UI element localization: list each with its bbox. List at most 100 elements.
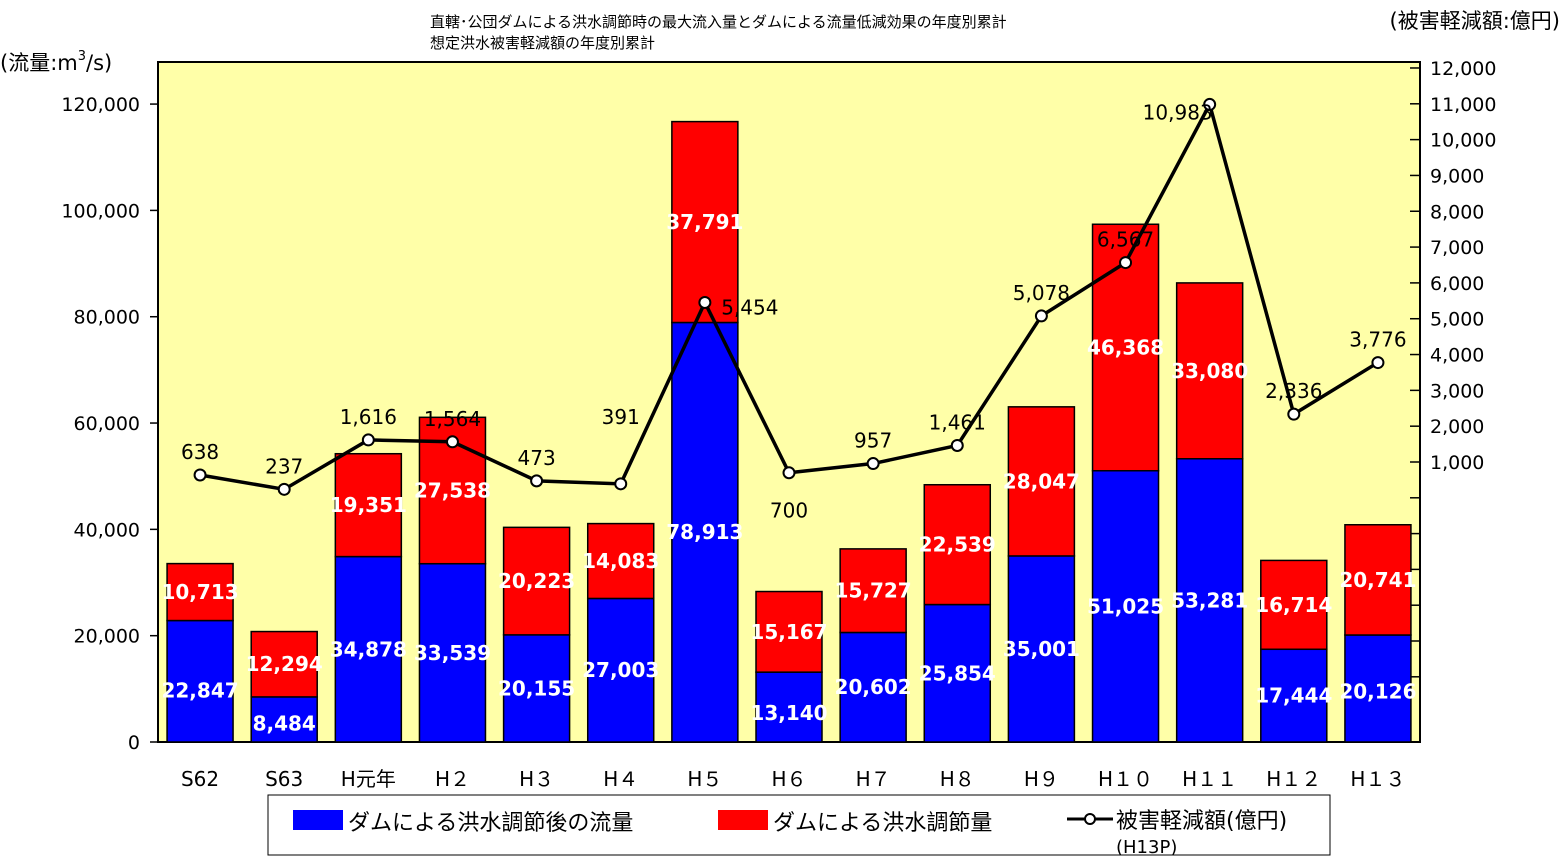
legend-label-1: ダムによる洪水調節後の流量	[348, 811, 633, 836]
x-axis-tick-label: H３	[519, 767, 554, 791]
bar-value-label-red: 16,714	[1255, 593, 1332, 617]
legend-note: (H13P)	[1116, 837, 1177, 858]
line-value-label: 1,616	[340, 405, 397, 429]
y-axis-left-label: (流量:m3/s)	[0, 49, 112, 75]
bar-segment-blue	[418, 562, 487, 743]
chart-title: 直轄･公団ダムによる洪水調節時の最大流入量とダムによる流量低減効果の年度別累計	[430, 13, 1007, 31]
bar-segment-blue	[1260, 648, 1328, 743]
bar-segment-red	[839, 548, 907, 634]
bar-value-label-blue: 53,281	[1171, 588, 1248, 612]
line-value-label: 391	[602, 405, 640, 429]
right-axis-tick-label: 1,000	[1430, 452, 1484, 474]
bar-value-label-red: 15,727	[835, 579, 912, 603]
damage-line-point	[950, 438, 964, 452]
bar-value-label-blue: 13,140	[750, 701, 827, 725]
right-axis-tick-label: 2,000	[1430, 416, 1484, 438]
right-axis-tick-label: 5,000	[1430, 309, 1484, 331]
damage-line-point	[1203, 97, 1217, 111]
x-axis-tick-label: H５	[687, 767, 722, 791]
bar-segment-red	[923, 483, 992, 606]
left-axis-tick-label: 100,000	[61, 200, 140, 222]
bar-segment-red	[586, 522, 655, 600]
line-value-label: 10,983	[1143, 100, 1213, 124]
damage-line-point	[1034, 309, 1048, 323]
bar-segment-blue	[334, 555, 403, 743]
bar-segment-red	[1007, 406, 1076, 557]
damage-line-point	[782, 466, 796, 480]
left-axis-tick-label: 0	[128, 732, 140, 754]
damage-line-point	[698, 295, 712, 309]
x-axis-tick-label: S63	[265, 767, 303, 791]
bar-segment-blue	[1091, 470, 1160, 743]
bar-value-label-blue: 35,001	[1003, 637, 1080, 661]
bar-segment-blue	[755, 671, 823, 743]
right-axis-tick-label: 10,000	[1430, 130, 1496, 152]
bar-segment-red	[166, 562, 234, 622]
damage-line-point	[866, 457, 880, 471]
bar-value-label-blue: 27,003	[582, 658, 659, 682]
left-axis: 0 20,000 40,000 60,000 80,000 100,000 120,000	[61, 94, 158, 754]
right-axis-tick-label: 6,000	[1430, 273, 1484, 295]
bar-segment-blue	[1175, 458, 1244, 743]
line-value-label: 5,454	[721, 295, 778, 319]
left-axis-tick-label: 60,000	[74, 413, 140, 435]
legend-marker	[1084, 813, 1096, 825]
legend-label-3: 被害軽減額(億円)	[1116, 809, 1287, 834]
x-axis-tick-label: H１０	[1098, 767, 1153, 791]
right-axis-tick-label: 9,000	[1430, 165, 1484, 187]
damage-line-point	[1119, 256, 1133, 270]
bar-segment-red	[1175, 282, 1244, 460]
right-axis-tick-label: 11,000	[1430, 94, 1496, 116]
bar-value-label-blue: 20,155	[498, 676, 575, 700]
x-axis-tick-label: H１２	[1266, 767, 1321, 791]
bar-segment-red	[755, 590, 823, 673]
bar-value-label-blue: 33,539	[414, 641, 491, 665]
left-axis-tick-label: 40,000	[74, 519, 140, 541]
bar-value-label-blue: 20,126	[1339, 680, 1416, 704]
bar-value-label-red: 15,167	[750, 620, 827, 644]
bar-value-label-blue: 8,484	[253, 712, 316, 736]
bar-value-label-blue: 78,913	[666, 520, 743, 544]
bar-value-label-blue: 17,444	[1255, 684, 1332, 708]
damage-line-point	[614, 477, 628, 491]
legend-swatch-blue	[293, 810, 343, 830]
bar-segment-red	[502, 526, 571, 636]
line-value-label: 5,078	[1013, 281, 1070, 305]
legend-label-2: ダムによる洪水調節量	[773, 811, 992, 836]
bar-segment-red	[1344, 524, 1412, 636]
x-axis-tick-label: H元年	[341, 767, 396, 791]
legend-box	[267, 794, 1331, 856]
bar-segment-red	[671, 120, 739, 324]
bar-value-label-red: 22,539	[919, 533, 996, 557]
legend-swatch-red	[718, 810, 768, 830]
x-axis-tick-label: H７	[856, 767, 891, 791]
x-axis-tick-label: H１１	[1182, 767, 1237, 791]
bar-value-label-red: 19,351	[330, 493, 407, 517]
bar-segment-blue	[586, 597, 655, 743]
left-axis-tick-label: 20,000	[74, 626, 140, 648]
bar-value-label-blue: 51,025	[1087, 594, 1164, 618]
bar-value-label-red: 37,791	[666, 210, 743, 234]
bar-value-label-red: 12,294	[246, 652, 323, 676]
bar-value-label-red: 27,538	[414, 479, 491, 503]
chart-subtitle: 想定洪水被害軽減額の年度別累計	[430, 34, 655, 52]
left-axis-tick-label: 80,000	[74, 307, 140, 329]
line-value-label: 1,564	[424, 407, 481, 431]
line-value-label: 1,461	[929, 410, 986, 434]
damage-line-point	[361, 433, 375, 447]
bar-value-label-blue: 25,854	[919, 661, 996, 685]
line-value-label: 6,567	[1097, 228, 1154, 252]
right-axis-tick-label: 8,000	[1430, 201, 1484, 223]
bar-segment-blue	[502, 634, 571, 743]
bar-value-label-red: 14,083	[582, 549, 659, 573]
bar-value-label-red: 10,713	[161, 580, 238, 604]
bar-segment-blue	[671, 321, 739, 743]
x-axis-tick-label: S62	[181, 767, 219, 791]
x-axis-tick-label: H６	[771, 767, 806, 791]
line-value-label: 638	[181, 440, 219, 464]
bar-segment-blue	[923, 603, 992, 743]
bar-value-label-red: 28,047	[1003, 469, 1080, 493]
line-value-label: 3,776	[1349, 328, 1406, 352]
damage-line-point	[1287, 407, 1301, 421]
